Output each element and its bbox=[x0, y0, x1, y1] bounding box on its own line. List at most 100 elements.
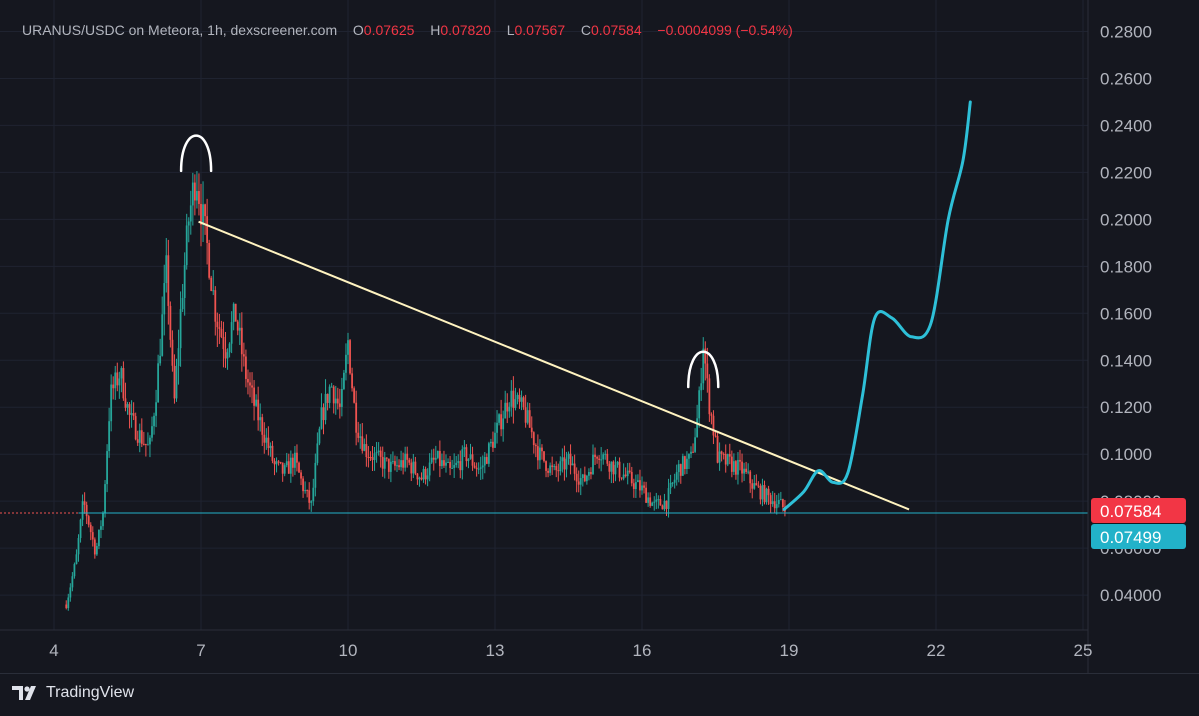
candle-body bbox=[771, 501, 774, 505]
candle-body bbox=[430, 457, 433, 463]
candle-body bbox=[238, 327, 241, 331]
candle-body bbox=[369, 457, 372, 459]
candle-body bbox=[492, 441, 494, 448]
candle-body bbox=[573, 463, 576, 474]
candle-body bbox=[681, 456, 684, 476]
candle-body bbox=[481, 465, 484, 468]
candle-body bbox=[167, 255, 170, 306]
candle-body bbox=[539, 447, 541, 461]
candle-body bbox=[204, 204, 206, 217]
candle-body bbox=[291, 457, 294, 468]
candle-body bbox=[461, 449, 464, 471]
price-tick-label: 0.2400 bbox=[1100, 116, 1152, 135]
candle-body bbox=[224, 349, 227, 359]
candle-body bbox=[351, 373, 353, 389]
candle-body bbox=[226, 352, 229, 359]
candle-body bbox=[261, 417, 264, 435]
candle-body bbox=[71, 576, 74, 588]
candle-body bbox=[696, 418, 699, 438]
candle-body bbox=[779, 499, 782, 501]
candle-body bbox=[157, 363, 160, 403]
candle-body bbox=[551, 465, 554, 467]
candle-body bbox=[502, 418, 505, 430]
candle-body bbox=[312, 487, 315, 502]
candle-body bbox=[77, 538, 80, 555]
time-tick-label: 7 bbox=[196, 641, 205, 660]
candle-body bbox=[494, 432, 496, 448]
candle-body bbox=[398, 465, 400, 468]
high-label: H bbox=[430, 22, 441, 38]
candle-body bbox=[577, 481, 580, 485]
candle-body bbox=[673, 479, 676, 483]
time-tick-label: 19 bbox=[780, 641, 799, 660]
candle-body bbox=[218, 327, 221, 329]
candle-body bbox=[590, 472, 592, 475]
tradingview-logo[interactable]: TradingView bbox=[12, 684, 134, 702]
candle-body bbox=[375, 452, 378, 454]
candle-body bbox=[653, 501, 656, 503]
candle-body bbox=[757, 485, 760, 487]
candle-body bbox=[187, 221, 190, 226]
candle-body bbox=[759, 486, 762, 500]
drawing-overlays bbox=[0, 100, 1088, 514]
candle-body bbox=[377, 450, 380, 453]
time-axis[interactable]: 4 7 10 13 16 19 22 25 bbox=[0, 629, 1092, 660]
candle-body bbox=[326, 393, 329, 403]
candle-body bbox=[588, 472, 590, 476]
candle-body bbox=[645, 487, 647, 503]
candle-body bbox=[714, 435, 717, 437]
price-axis[interactable]: 0.2800 0.2600 0.2400 0.2200 0.2000 0.1800 0.16… bbox=[1087, 0, 1186, 673]
candle-body bbox=[518, 394, 521, 402]
candle-body bbox=[247, 378, 249, 383]
candle-body bbox=[95, 546, 98, 555]
candle-body bbox=[134, 416, 137, 440]
candle-body bbox=[428, 462, 431, 476]
candle-body bbox=[214, 290, 217, 322]
candle-body bbox=[455, 462, 458, 466]
candle-body bbox=[181, 297, 184, 310]
candle-body bbox=[212, 290, 215, 292]
candle-body bbox=[118, 378, 121, 386]
candle-body bbox=[183, 265, 186, 298]
candle-body bbox=[585, 475, 588, 482]
candle-body bbox=[675, 472, 678, 480]
candle-body bbox=[228, 343, 231, 353]
candle-body bbox=[108, 421, 111, 452]
price-tick-label: 0.2600 bbox=[1100, 69, 1152, 88]
candle-body bbox=[404, 453, 407, 468]
candle-body bbox=[75, 554, 78, 565]
candle-body bbox=[328, 386, 331, 403]
candle-body bbox=[704, 348, 707, 364]
candle-body bbox=[191, 182, 194, 206]
candle-body bbox=[459, 461, 462, 471]
candlestick-chart[interactable]: 0.2800 0.2600 0.2400 0.2200 0.2000 0.1800 0.16… bbox=[0, 0, 1199, 673]
candle-body bbox=[777, 500, 780, 505]
candle-body bbox=[253, 387, 255, 406]
candle-body bbox=[569, 453, 572, 466]
candle-body bbox=[516, 394, 519, 400]
candle-body bbox=[314, 462, 317, 488]
candle-body bbox=[424, 468, 427, 480]
candle-body bbox=[436, 450, 439, 458]
candle-body bbox=[769, 495, 772, 505]
candle-body bbox=[277, 461, 280, 463]
candle-body bbox=[449, 461, 451, 468]
candle-body bbox=[93, 539, 96, 555]
candle-body bbox=[136, 439, 139, 443]
candle-body bbox=[624, 474, 627, 477]
candle-body bbox=[579, 478, 582, 485]
candle-body bbox=[600, 459, 603, 461]
candle-body bbox=[487, 443, 490, 464]
candle-body bbox=[677, 464, 680, 473]
candle-body bbox=[447, 461, 449, 463]
candle-body bbox=[275, 461, 278, 465]
candle-body bbox=[363, 444, 366, 451]
candle-body bbox=[747, 471, 750, 473]
candle-body bbox=[304, 490, 307, 492]
candle-body bbox=[712, 415, 715, 436]
time-tick-label: 16 bbox=[633, 641, 652, 660]
candle-body bbox=[485, 457, 488, 464]
candle-body bbox=[434, 457, 437, 460]
candle-body bbox=[616, 461, 619, 465]
candle-body bbox=[208, 243, 211, 278]
